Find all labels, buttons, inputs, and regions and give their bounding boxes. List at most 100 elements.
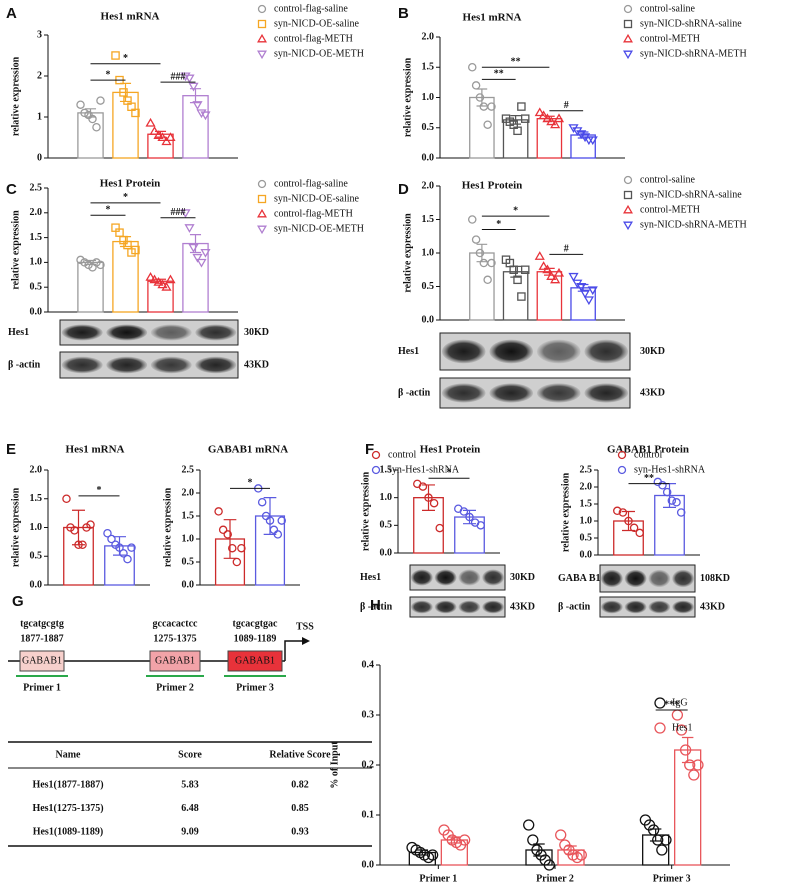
legend-label: syn-Hes1-shRNA	[634, 464, 706, 475]
legend-marker	[257, 194, 267, 204]
error-bar	[463, 509, 476, 525]
y-tick-label: 0.0	[182, 579, 195, 590]
data-point	[277, 516, 286, 525]
y-tick-label: 0.2	[362, 759, 375, 770]
blot-band	[61, 356, 103, 374]
data-point	[200, 111, 211, 121]
table-cell: Hes1(1877-1887)	[32, 779, 103, 790]
y-tick-label: 2.0	[580, 481, 593, 492]
blot-band	[672, 569, 695, 588]
data-point	[157, 279, 168, 289]
data-point	[656, 844, 668, 856]
significance-label: #	[564, 100, 569, 111]
legend-label: control-flag-saline	[274, 178, 348, 189]
legend-marker	[623, 204, 633, 214]
table-cell: Hes1(1275-1375)	[32, 803, 103, 814]
y-tick-label: 2.0	[422, 180, 435, 191]
data-point	[92, 123, 101, 132]
significance-label: ###	[171, 207, 186, 218]
y-tick-label: 1.0	[580, 515, 593, 526]
data-point	[237, 543, 246, 553]
legend-label: control-flag-METH	[274, 208, 353, 219]
data-point	[103, 529, 112, 538]
blot-band	[195, 324, 237, 341]
bar	[502, 119, 529, 159]
panel-label: D	[398, 181, 409, 198]
panel-label: B	[398, 5, 409, 22]
y-tick-label: 1.0	[422, 247, 435, 258]
bar	[570, 287, 596, 321]
legend-marker	[257, 208, 267, 218]
data-point	[523, 819, 535, 831]
data-point	[88, 114, 97, 124]
data-point	[96, 260, 105, 270]
y-tick-label: 0.5	[182, 556, 195, 567]
y-tick-label: 2.0	[422, 31, 435, 42]
data-point	[149, 274, 160, 284]
site-label: GABAB1	[155, 655, 195, 666]
data-point	[647, 824, 660, 836]
table-cell: Hes1(1089-1189)	[33, 826, 104, 837]
data-point	[218, 525, 228, 535]
legend-marker	[623, 19, 633, 29]
data-point	[86, 520, 95, 529]
data-point	[662, 487, 672, 497]
primer-label: Primer 2	[156, 682, 194, 693]
primer-label: Primer 3	[236, 682, 274, 693]
data-point	[165, 274, 176, 284]
chart-title: Hes1 mRNA	[463, 12, 522, 24]
legend-marker	[257, 225, 267, 235]
y-axis-label: relative expression	[402, 57, 413, 137]
blot-band	[624, 600, 647, 614]
data-point	[543, 859, 555, 871]
data-point	[546, 116, 557, 126]
data-point	[188, 82, 199, 92]
data-point	[675, 724, 688, 736]
y-tick-label: 1.5	[422, 62, 435, 73]
data-point	[80, 108, 89, 118]
blot-band	[489, 339, 534, 364]
table-cell: 9.09	[181, 826, 199, 837]
data-point	[517, 292, 526, 301]
data-point	[459, 507, 469, 516]
blot-label: β -actin	[360, 601, 393, 612]
legend-label: control-flag-METH	[274, 33, 353, 44]
blot-label: β -actin	[8, 359, 41, 370]
y-tick-label: 0.3	[362, 709, 375, 720]
legend-label: IgG	[672, 697, 688, 708]
data-point	[483, 120, 492, 129]
significance-label: *	[106, 69, 111, 80]
data-point	[672, 498, 681, 507]
data-point	[534, 251, 545, 260]
data-point	[74, 540, 83, 550]
y-tick-label: 0.5	[422, 122, 435, 133]
y-tick-label: 0.5	[380, 520, 393, 531]
data-point	[483, 275, 492, 285]
blot-band	[458, 600, 481, 614]
legend-label: syn-NICD-OE-METH	[274, 48, 364, 59]
data-point	[165, 132, 176, 142]
data-point	[658, 481, 667, 490]
data-point	[660, 834, 672, 846]
data-point	[145, 117, 156, 127]
chart-title: Hes1 mRNA	[66, 444, 125, 456]
data-point	[426, 849, 439, 861]
table-cell: 0.93	[291, 826, 309, 837]
data-point	[161, 136, 172, 146]
bar	[77, 112, 104, 159]
blot-size: 43KD	[700, 601, 725, 612]
y-tick-label: 1.5	[580, 498, 593, 509]
site-box	[227, 650, 283, 672]
data-point	[119, 549, 128, 558]
significance-label: **	[511, 57, 521, 68]
data-point	[575, 849, 587, 861]
blot-band	[458, 569, 481, 586]
y-tick-label: 2.0	[30, 464, 43, 475]
data-point	[624, 516, 633, 526]
data-point	[96, 96, 105, 105]
site-sequence: tgcacgtgac	[233, 618, 279, 629]
legend-marker	[257, 19, 267, 29]
data-point	[145, 272, 156, 281]
error-bar	[189, 88, 202, 104]
blot-band	[624, 569, 647, 588]
